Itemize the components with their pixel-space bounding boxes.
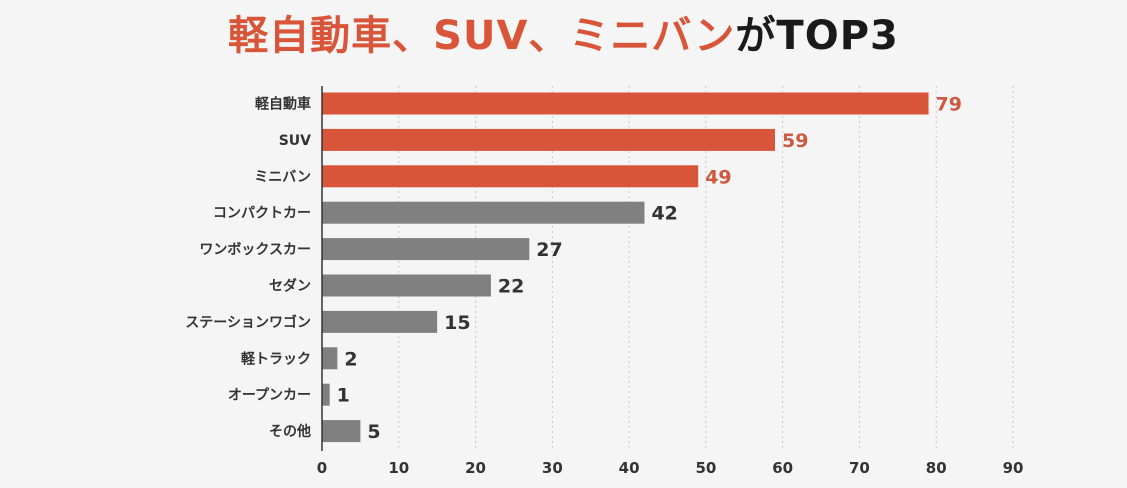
x-axis-tick-labels: 0 10 20 30 40 50 60 70 80 90	[317, 459, 1024, 477]
category-label: 軽自動車	[255, 96, 311, 113]
x-tick-label: 0	[317, 459, 327, 477]
bar	[322, 420, 361, 443]
bar-value-label: 42	[651, 203, 677, 225]
category-label: オープンカー	[228, 388, 311, 404]
x-tick-label: 80	[926, 459, 947, 477]
bar-value-label: 2	[344, 348, 357, 370]
bar	[322, 92, 929, 115]
x-tick-label: 50	[695, 459, 716, 477]
x-tick-label: 40	[619, 459, 640, 477]
bar	[322, 128, 775, 151]
bar-value-label: 49	[705, 166, 731, 188]
category-label: SUV	[279, 133, 311, 149]
bar-value-label: 5	[367, 421, 380, 443]
category-label: その他	[269, 423, 311, 440]
bar-value-label: 1	[337, 385, 350, 407]
category-labels: 軽自動車 SUV ミニバンコンパクトカーワンボックスカーセダンステーションワゴン軽ト…	[185, 96, 311, 441]
category-label: ワンボックスカー	[199, 242, 311, 258]
bar	[322, 347, 338, 370]
category-label: セダン	[269, 278, 311, 295]
chart-title: 軽自動車、SUV、ミニバンがTOP3	[0, 6, 1127, 66]
x-tick-label: 20	[465, 459, 486, 477]
bar-value-label: 15	[444, 312, 470, 334]
bar	[322, 310, 438, 333]
x-tick-label: 70	[849, 459, 870, 477]
category-label: ミニバン	[254, 169, 311, 185]
x-tick-label: 10	[388, 459, 409, 477]
chart-title-highlight: 軽自動車、SUV、ミニバン	[228, 13, 736, 59]
bar-value-label: 22	[498, 276, 524, 298]
bars	[322, 92, 929, 443]
x-tick-label: 30	[542, 459, 563, 477]
bar-value-label: 59	[782, 130, 808, 152]
bar-value-label: 79	[936, 94, 962, 116]
x-tick-label: 60	[772, 459, 793, 477]
bar	[322, 201, 645, 224]
category-label: 軽トラック	[241, 350, 311, 367]
category-label: ステーションワゴン	[185, 314, 311, 331]
bar	[322, 238, 530, 261]
chart-title-suffix: がTOP3	[735, 13, 899, 59]
x-tick-label: 90	[1003, 459, 1024, 477]
category-label: コンパクトカー	[213, 206, 311, 222]
bar	[322, 274, 491, 297]
bar	[322, 383, 330, 406]
value-labels: 79 59 49 42 27 22 15 2 15	[337, 94, 962, 444]
bar	[322, 165, 699, 188]
bar-value-label: 27	[536, 239, 562, 261]
